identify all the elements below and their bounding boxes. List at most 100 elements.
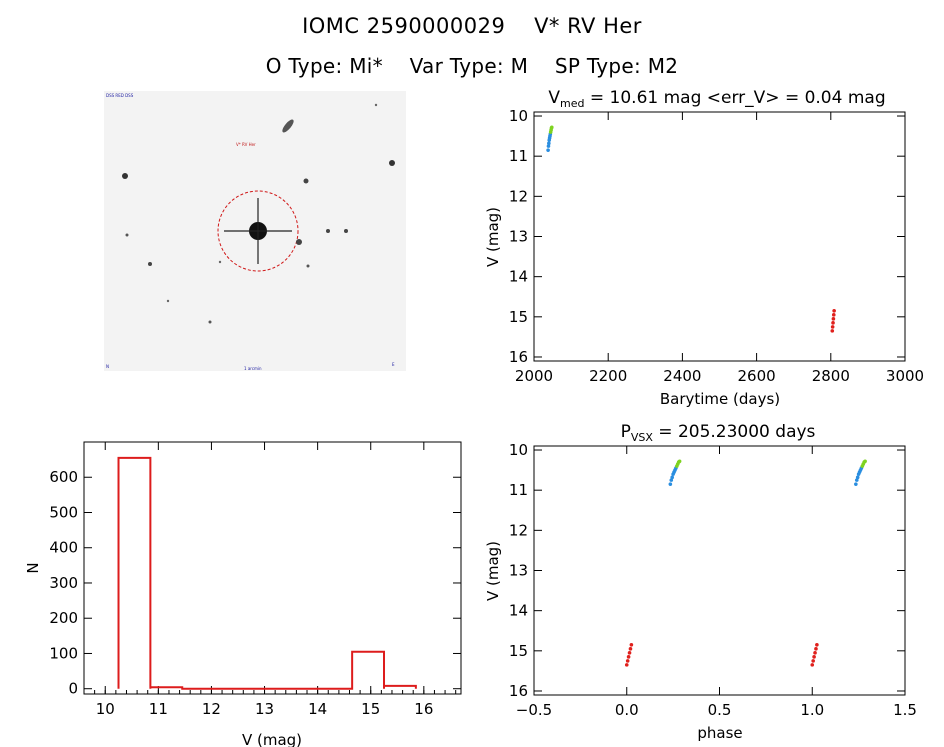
field-star xyxy=(374,103,378,107)
histogram-xtick-label: 14 xyxy=(308,700,327,718)
phase-point xyxy=(811,659,815,663)
phase-point xyxy=(627,651,632,655)
lightcurve-ytick-label: 13 xyxy=(509,228,528,246)
field-star xyxy=(148,262,152,266)
histogram-xtick-label: 11 xyxy=(149,700,168,718)
lightcurve-yticks: 10 11 12 13 14 15 16 xyxy=(509,107,905,366)
phase-point xyxy=(626,655,631,659)
lightcurve-ytick-label: 12 xyxy=(509,187,528,205)
lightcurve-ylabel: V (mag) xyxy=(484,207,502,267)
sky-image-bottom-right-label: E xyxy=(392,362,395,367)
lightcurve-xtick-label: 2400 xyxy=(663,367,701,385)
field-star xyxy=(303,178,309,184)
lightcurve-xtick-label: 3000 xyxy=(886,367,924,385)
phase-xtick-label: 0.5 xyxy=(708,701,732,719)
histogram-xtick-label: 10 xyxy=(96,700,115,718)
star-field xyxy=(122,103,395,324)
phase-point xyxy=(814,647,818,651)
phase-ytick-label: 11 xyxy=(509,481,528,499)
lightcurve-xtick-label: 2600 xyxy=(738,367,776,385)
lightcurve-point xyxy=(547,141,551,146)
field-star xyxy=(306,264,310,268)
phase-title-rest: = 205.23000 days xyxy=(653,422,816,442)
field-star xyxy=(296,239,302,245)
histogram-xticks: 10 11 12 13 14 15 16 xyxy=(83,442,457,718)
field-star xyxy=(208,320,212,324)
field-star xyxy=(218,260,222,264)
histogram-ytick-label: 200 xyxy=(49,609,78,627)
phase-ytick-label: 12 xyxy=(509,521,528,539)
histogram-xtick-label: 13 xyxy=(255,700,274,718)
histogram-ylabel: N xyxy=(24,562,42,573)
histogram-ytick-label: 300 xyxy=(49,574,78,592)
field-star xyxy=(389,160,395,166)
lightcurve-ytick-label: 15 xyxy=(509,308,528,326)
histogram-bars xyxy=(117,456,417,690)
histogram-xtick-label: 15 xyxy=(361,700,380,718)
phase-ytick-label: 14 xyxy=(509,602,528,620)
lightcurve-frame xyxy=(533,111,906,362)
lightcurve-point xyxy=(546,148,550,152)
phase-xtick-label: 0.0 xyxy=(615,701,639,719)
phase-ytick-label: 13 xyxy=(509,562,528,580)
lightcurve-point xyxy=(830,325,835,329)
histogram-chart: 10 11 12 13 14 15 16 0 100 200 300 400 500 600 V (ma… xyxy=(24,441,462,747)
phase-xtick-label: −0.5 xyxy=(516,701,552,719)
lightcurve-xticks: 2000 2200 2400 2600 2800 3000 xyxy=(515,112,924,385)
phase-point xyxy=(624,663,629,667)
phase-point xyxy=(625,659,630,663)
phase-yticks: 10 11 12 13 14 15 16 xyxy=(509,441,905,700)
phase-xtick-label: 1.5 xyxy=(893,701,917,719)
histogram-yticks: 0 100 200 300 400 500 600 xyxy=(49,468,461,698)
phase-ytick-label: 10 xyxy=(509,441,528,459)
histogram-ytick-label: 500 xyxy=(49,503,78,521)
phase-point xyxy=(854,482,858,486)
object-id: IOMC 2590000029 xyxy=(302,14,506,38)
phase-chart: PVSX = 205.23000 days −0.5 0.0 0.5 1.0 1.5 1… xyxy=(484,422,917,742)
histogram-ytick-label: 100 xyxy=(49,644,78,662)
field-star xyxy=(122,173,128,179)
phase-point xyxy=(677,459,682,464)
histogram-ytick-label: 600 xyxy=(49,468,78,486)
lightcurve-points xyxy=(546,125,836,333)
phase-ytick-label: 15 xyxy=(509,642,528,660)
lightcurve-title-text: Vmed = 10.61 mag <err_V> = 0.04 mag xyxy=(548,88,885,110)
target-circle xyxy=(217,190,299,272)
lightcurve-point xyxy=(831,313,836,317)
phase-title: PVSX = 205.23000 days xyxy=(621,422,816,444)
lightcurve-xtick-label: 2000 xyxy=(515,367,553,385)
phase-point xyxy=(628,647,633,651)
lightcurve-ytick-label: 10 xyxy=(509,107,528,125)
lightcurve-title-sub: med xyxy=(560,97,584,110)
histogram-xlabel: V (mag) xyxy=(242,731,302,747)
page-subtitle: O Type: Mi* Var Type: M SP Type: M2 xyxy=(0,54,944,78)
phase-title-text: PVSX = 205.23000 days xyxy=(621,422,816,444)
phase-points xyxy=(624,459,867,667)
field-star xyxy=(326,229,330,233)
sky-image-top-left-label: DSS RED DSS xyxy=(106,93,134,98)
lightcurve-ytick-label: 11 xyxy=(509,147,528,165)
lightcurve-point xyxy=(830,329,835,333)
histogram-ytick-label: 400 xyxy=(49,539,78,557)
lightcurve-xtick-label: 2800 xyxy=(812,367,850,385)
phase-xlabel: phase xyxy=(697,724,742,742)
lightcurve-point xyxy=(550,125,554,130)
lightcurve-title-prefix: V xyxy=(548,88,560,108)
page-title: IOMC 2590000029 V* RV Her xyxy=(0,14,944,38)
lightcurve-ytick-label: 16 xyxy=(509,348,528,366)
histogram-ytick-label: 0 xyxy=(68,680,78,698)
sky-image: DSS RED DSS V* RV Her N 1 arcmin E xyxy=(104,91,406,371)
lightcurve-ytick-label: 14 xyxy=(509,268,528,286)
galaxy xyxy=(282,119,294,133)
phase-point xyxy=(815,642,819,647)
lightcurve-point xyxy=(832,308,836,313)
phase-point xyxy=(855,475,860,480)
lightcurve-point xyxy=(831,321,835,325)
histogram-xtick-label: 12 xyxy=(202,700,221,718)
phase-ylabel: V (mag) xyxy=(484,541,502,601)
lightcurve-point xyxy=(831,317,836,321)
phase-xtick-label: 1.0 xyxy=(800,701,824,719)
lightcurve-title-rest: = 10.61 mag <err_V> = 0.04 mag xyxy=(584,88,885,108)
phase-point xyxy=(810,663,815,667)
